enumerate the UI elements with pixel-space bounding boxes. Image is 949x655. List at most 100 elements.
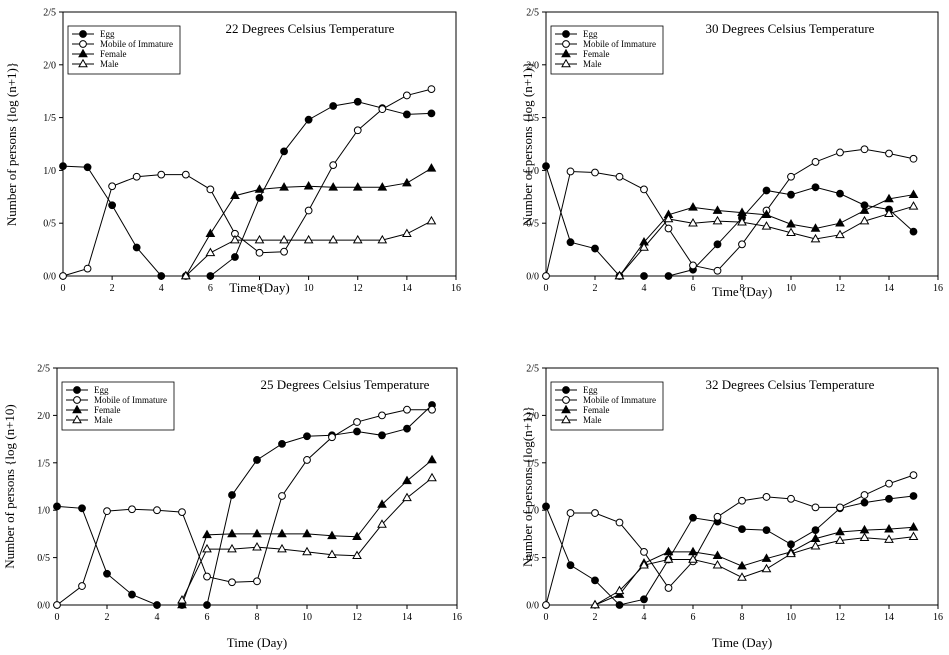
data-point xyxy=(591,168,599,177)
data-point xyxy=(566,509,575,517)
x-tick-label: 4 xyxy=(155,612,160,623)
data-point xyxy=(203,601,211,609)
data-point xyxy=(566,238,575,247)
series-female xyxy=(177,454,437,609)
data-point xyxy=(786,219,796,228)
data-point xyxy=(303,456,311,464)
data-point xyxy=(377,519,387,528)
y-axis-label: Number of persons {log (n+1)} xyxy=(4,62,19,226)
data-point xyxy=(542,502,550,511)
series-egg xyxy=(53,401,436,609)
data-point xyxy=(859,524,870,534)
data-point xyxy=(909,227,918,236)
data-point xyxy=(53,502,61,511)
data-point xyxy=(279,234,289,244)
y-tick-label: 1/5 xyxy=(43,113,56,124)
data-point xyxy=(253,456,261,464)
data-point xyxy=(83,264,92,273)
data-point xyxy=(59,272,67,280)
data-point xyxy=(811,503,820,512)
data-point xyxy=(591,244,599,253)
data-point xyxy=(128,505,136,514)
chart-panel-1: 0 2 4 6 8 10 12 14 16 0/0 0/5 1/0 1/5 2/0 2/5 Time (Day… xyxy=(4,8,461,296)
series-line xyxy=(545,495,914,606)
legend-marker xyxy=(562,30,570,38)
x-tick-label: 8 xyxy=(257,283,262,294)
data-point xyxy=(277,528,287,538)
data-point xyxy=(279,182,289,191)
y-axis-label: Number of persons {log(n+1)} xyxy=(520,406,535,567)
data-point xyxy=(231,253,239,261)
y-tick-label: 2/5 xyxy=(526,364,539,375)
data-point xyxy=(353,126,362,135)
data-point xyxy=(403,424,411,433)
x-tick-label: 6 xyxy=(691,612,696,623)
data-point xyxy=(762,526,771,535)
x-tick-label: 8 xyxy=(740,612,745,623)
series-male xyxy=(177,472,437,604)
series-line xyxy=(545,166,914,277)
data-point xyxy=(713,266,722,275)
legend-marker xyxy=(72,414,82,424)
data-point xyxy=(328,234,339,244)
data-point xyxy=(712,550,723,560)
data-point xyxy=(811,526,820,535)
x-tick-label: 12 xyxy=(835,612,845,623)
data-point xyxy=(811,183,820,192)
data-point xyxy=(664,224,673,233)
y-axis-label: Number of persons {log (n+1)} xyxy=(520,62,535,226)
data-point xyxy=(206,272,215,280)
x-tick-label: 16 xyxy=(933,612,943,623)
x-tick-label: 14 xyxy=(402,612,412,623)
data-point xyxy=(378,431,386,440)
y-tick-label: 1/5 xyxy=(526,458,539,469)
y-tick-label: 2/5 xyxy=(526,8,539,19)
legend-label: Female xyxy=(583,405,610,415)
data-point xyxy=(614,585,625,595)
data-point xyxy=(328,433,336,442)
data-point xyxy=(353,427,361,436)
data-point xyxy=(885,494,893,503)
series-female xyxy=(590,522,919,609)
chart-title: 25 Degrees Celsius Temperature xyxy=(261,377,430,392)
data-point xyxy=(591,576,599,585)
data-point xyxy=(836,189,844,198)
data-point xyxy=(762,493,771,501)
y-tick-label: 1/0 xyxy=(526,166,539,177)
x-tick-label: 8 xyxy=(740,283,745,294)
x-tick-label: 10 xyxy=(786,612,796,623)
data-point xyxy=(786,548,796,558)
data-point xyxy=(688,546,698,556)
data-point xyxy=(909,471,918,480)
data-point xyxy=(860,491,869,499)
data-point xyxy=(402,475,412,485)
data-point xyxy=(836,148,844,157)
data-point xyxy=(542,601,550,609)
data-point xyxy=(885,149,893,158)
legend-label: Egg xyxy=(583,29,598,39)
series-line xyxy=(181,477,433,601)
data-point xyxy=(252,528,262,538)
legend-marker xyxy=(561,404,571,414)
data-point xyxy=(810,541,821,550)
y-tick-label: 0/5 xyxy=(37,553,50,564)
data-point xyxy=(639,242,649,251)
data-point xyxy=(885,479,893,488)
legend-label: Egg xyxy=(583,385,598,395)
data-point xyxy=(738,525,746,534)
series-female xyxy=(614,189,919,280)
legend-label: Male xyxy=(583,59,602,69)
data-point xyxy=(811,158,820,166)
x-tick-label: 12 xyxy=(353,283,363,294)
data-point xyxy=(713,512,722,521)
legend-label: Egg xyxy=(100,29,115,39)
data-point xyxy=(761,209,772,219)
x-tick-label: 0 xyxy=(55,612,60,623)
series-female xyxy=(180,163,437,280)
x-tick-label: 6 xyxy=(691,283,696,294)
x-axis-label: Time (Day) xyxy=(229,280,290,295)
